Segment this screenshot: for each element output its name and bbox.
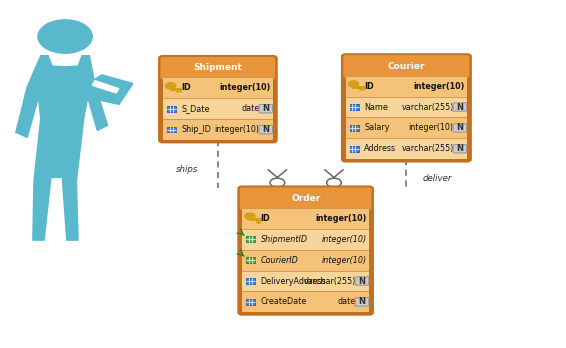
Bar [166, 106, 175, 112]
FancyBboxPatch shape [160, 56, 276, 142]
Text: integer(10): integer(10) [409, 124, 453, 132]
Text: Name: Name [365, 103, 388, 111]
FancyBboxPatch shape [342, 55, 470, 161]
Bar [246, 236, 255, 242]
Bar [345, 97, 467, 118]
Text: Courier: Courier [388, 62, 425, 71]
Text: ShipmentID: ShipmentID [260, 235, 308, 244]
Text: integer(10): integer(10) [413, 82, 464, 90]
Circle shape [270, 178, 285, 187]
FancyBboxPatch shape [453, 145, 466, 153]
Bar [242, 229, 370, 250]
FancyBboxPatch shape [453, 124, 466, 132]
FancyBboxPatch shape [161, 57, 275, 80]
Circle shape [38, 20, 92, 53]
Text: Salary: Salary [365, 124, 390, 132]
Bar [242, 291, 370, 313]
Text: date: date [337, 298, 356, 306]
Text: deliver: deliver [423, 174, 452, 183]
Bar [345, 139, 467, 159]
Bar [349, 104, 358, 110]
Text: S_Date: S_Date [181, 104, 210, 113]
Bar [246, 278, 255, 284]
Circle shape [348, 81, 359, 87]
Text: N: N [262, 104, 269, 113]
Text: ships: ships [175, 165, 198, 174]
Text: ID: ID [365, 82, 374, 90]
FancyBboxPatch shape [453, 103, 466, 111]
Text: integer(10): integer(10) [219, 84, 271, 92]
Text: date: date [241, 104, 259, 113]
Circle shape [245, 213, 255, 219]
Text: Order: Order [291, 194, 320, 203]
Polygon shape [16, 56, 108, 240]
FancyBboxPatch shape [355, 298, 369, 306]
Text: CreateDate: CreateDate [260, 298, 307, 306]
Circle shape [165, 83, 175, 89]
Bar [246, 257, 255, 263]
Bar [242, 271, 370, 291]
Circle shape [327, 178, 341, 187]
FancyBboxPatch shape [259, 126, 273, 134]
FancyBboxPatch shape [259, 105, 273, 113]
Text: CourierID: CourierID [260, 256, 298, 264]
FancyBboxPatch shape [240, 187, 372, 210]
Bar [166, 127, 175, 133]
Bar [246, 299, 255, 305]
Text: DeliveryAddress: DeliveryAddress [260, 277, 326, 285]
Text: N: N [456, 103, 464, 111]
Text: N: N [456, 124, 464, 132]
Text: N: N [358, 298, 366, 306]
Polygon shape [88, 75, 133, 104]
Text: integer(10): integer(10) [315, 214, 367, 223]
Text: integer(10): integer(10) [321, 235, 367, 244]
Polygon shape [92, 81, 119, 93]
Bar [163, 119, 273, 140]
Bar [345, 118, 467, 139]
FancyBboxPatch shape [355, 277, 369, 285]
Text: N: N [456, 144, 464, 153]
Text: ID: ID [260, 214, 271, 223]
Text: ID: ID [181, 84, 191, 92]
Bar [163, 98, 273, 119]
Text: Address: Address [365, 144, 396, 153]
Text: varchar(255): varchar(255) [401, 103, 453, 111]
Bar [242, 208, 370, 229]
Text: integer(10): integer(10) [215, 125, 259, 134]
Text: varchar(255): varchar(255) [401, 144, 453, 153]
Text: Shipment: Shipment [194, 63, 242, 72]
FancyBboxPatch shape [343, 55, 469, 78]
Bar [349, 125, 358, 131]
Text: N: N [262, 125, 269, 134]
Bar [349, 146, 358, 152]
Bar [163, 78, 273, 98]
Bar [345, 76, 467, 97]
Text: Ship_ID: Ship_ID [181, 125, 211, 134]
Text: varchar(255): varchar(255) [303, 277, 356, 285]
Text: integer(10): integer(10) [321, 256, 367, 264]
Text: N: N [358, 277, 366, 285]
FancyBboxPatch shape [239, 187, 373, 315]
Bar [242, 250, 370, 271]
